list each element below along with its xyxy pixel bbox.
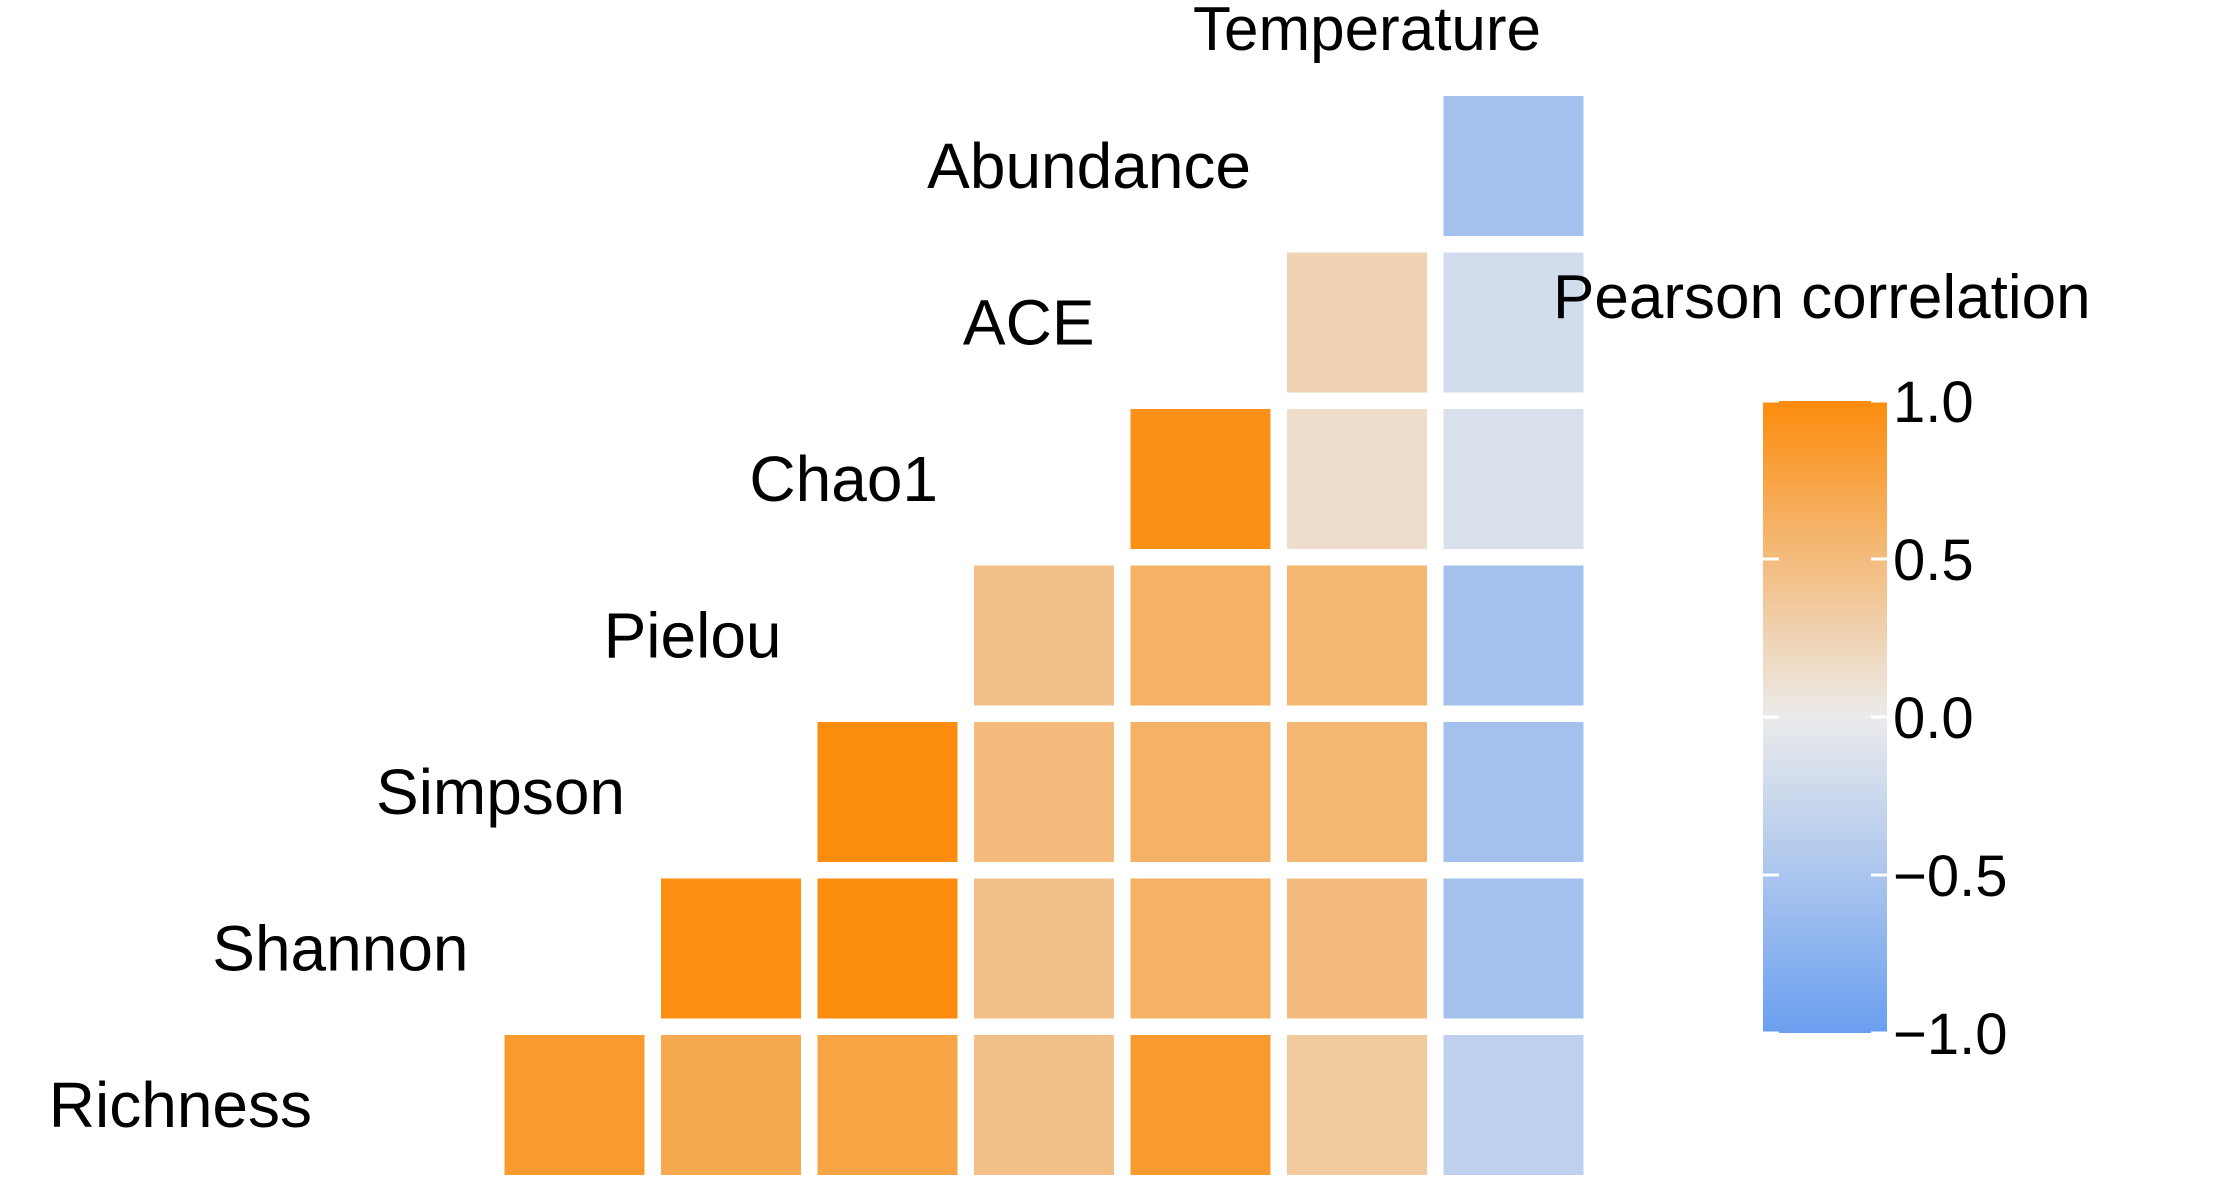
heatmap-cell-pielou-abundance [1287, 565, 1427, 706]
heatmap-cell-pielou-chao1 [974, 565, 1114, 706]
heatmap-cell-richness-simpson [661, 1035, 801, 1175]
heatmap-cell-richness-pielou [817, 1035, 958, 1175]
legend-tick-label: −0.5 [1893, 844, 2008, 909]
row-label-richness: Richness [49, 1069, 312, 1141]
heatmap-cell-richness-temperature [1443, 1035, 1584, 1175]
row-label-ace: ACE [963, 287, 1095, 359]
heatmap-cells [504, 96, 1584, 1175]
row-label-chao1: Chao1 [749, 443, 938, 515]
legend-ticks: 1.0 0.5 0.0 −0.5 −1.0 [1763, 370, 2008, 1067]
row-label-simpson: Simpson [376, 756, 625, 828]
heatmap-cell-ace-abundance [1287, 252, 1427, 393]
heatmap-cell-richness-chao1 [974, 1035, 1114, 1175]
legend-tick-label: −1.0 [1893, 1002, 2008, 1067]
legend-tick-label: 0.5 [1893, 528, 1974, 593]
heatmap-cell-richness-abundance [1287, 1035, 1427, 1175]
heatmap-cell-shannon-ace [1130, 878, 1271, 1019]
column-label-temperature: Temperature [1193, 0, 1541, 64]
legend-tick-label: 1.0 [1893, 370, 1974, 435]
heatmap-cell-abundance-temperature [1443, 96, 1584, 236]
heatmap-cell-simpson-chao1 [974, 722, 1114, 862]
row-label-pielou: Pielou [604, 600, 782, 672]
heatmap-cell-ace-temperature [1443, 252, 1584, 393]
row-label-abundance: Abundance [927, 130, 1251, 202]
heatmap-cell-chao1-abundance [1287, 409, 1427, 549]
heatmap-cell-shannon-chao1 [974, 878, 1114, 1019]
heatmap-cell-simpson-abundance [1287, 722, 1427, 862]
heatmap-cell-shannon-abundance [1287, 878, 1427, 1019]
heatmap-cell-simpson-pielou [817, 722, 958, 862]
heatmap-cell-chao1-temperature [1443, 409, 1584, 549]
heatmap-cell-pielou-ace [1130, 565, 1271, 706]
row-label-shannon: Shannon [212, 913, 468, 985]
heatmap-cell-shannon-temperature [1443, 878, 1584, 1019]
legend-color-bar [1763, 401, 1887, 1033]
heatmap-cell-richness-shannon [504, 1035, 645, 1175]
legend-title: Pearson correlation [1553, 263, 2091, 332]
heatmap-cell-shannon-pielou [817, 878, 958, 1019]
row-labels: Abundance ACE Chao1 Pielou Simpson Shannon Ric… [49, 130, 1251, 1141]
heatmap-cell-richness-ace [1130, 1035, 1271, 1175]
heatmap-cell-chao1-ace [1130, 409, 1271, 549]
heatmap-cell-simpson-ace [1130, 722, 1271, 862]
heatmap-cell-simpson-temperature [1443, 722, 1584, 862]
heatmap-cell-pielou-temperature [1443, 565, 1584, 706]
heatmap-cell-shannon-simpson [661, 878, 801, 1019]
legend-tick-label: 0.0 [1893, 686, 1974, 751]
